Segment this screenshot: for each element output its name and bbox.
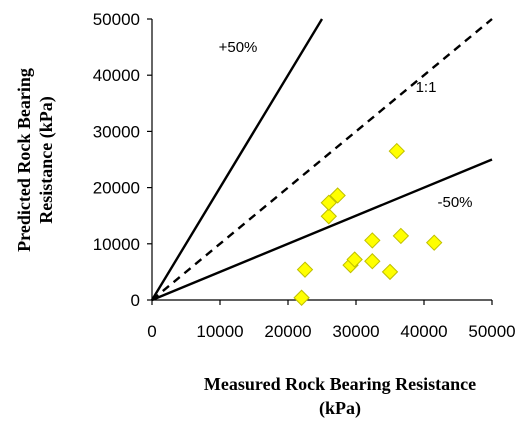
data-points bbox=[293, 142, 443, 306]
x-axis-title-line: (kPa) bbox=[319, 398, 361, 419]
reference-line-3 bbox=[151, 158, 493, 302]
data-point bbox=[364, 253, 381, 270]
y-tick-label: 0 bbox=[131, 291, 140, 310]
data-point bbox=[364, 232, 381, 249]
x-tick-label: 50000 bbox=[468, 322, 515, 341]
y-tick-label: 10000 bbox=[93, 235, 140, 254]
reference-lines bbox=[150, 18, 493, 302]
x-tick-label: 40000 bbox=[400, 322, 447, 341]
data-point bbox=[346, 251, 363, 268]
y-axis-title-line: Predicted Rock Bearing bbox=[14, 68, 34, 252]
data-point bbox=[296, 261, 314, 278]
y-tick-label: 50000 bbox=[93, 10, 140, 29]
data-point bbox=[392, 227, 410, 245]
x-axis-title: Measured Rock Bearing Resistance (kPa) bbox=[204, 374, 476, 419]
reference-line-label-2: 1:1 bbox=[416, 79, 437, 96]
reference-line-label-1: +50% bbox=[219, 39, 258, 56]
x-tick-label: 20000 bbox=[264, 322, 311, 341]
y-tick-label: 40000 bbox=[93, 66, 140, 85]
x-tick-label: 0 bbox=[147, 322, 156, 341]
data-point bbox=[320, 194, 338, 211]
data-point bbox=[388, 142, 406, 160]
x-axis-title-line: Measured Rock Bearing Resistance bbox=[204, 374, 476, 394]
x-tick-label: 10000 bbox=[196, 322, 243, 341]
reference-line-label-3: -50% bbox=[437, 194, 472, 211]
tick-labels: 0 10000 20000 30000 40000 50000 0 10000 20000 300… bbox=[93, 10, 516, 341]
data-point bbox=[293, 289, 310, 306]
data-point bbox=[320, 208, 338, 225]
axis-titles: Measured Rock Bearing Resistance (kPa) Pre… bbox=[14, 68, 476, 419]
data-point bbox=[381, 263, 399, 281]
y-tick-label: 30000 bbox=[93, 122, 140, 141]
reference-line-2 bbox=[151, 18, 493, 301]
y-tick-label: 20000 bbox=[93, 179, 140, 198]
y-axis-title: Predicted Rock Bearing Resistance (kPa) bbox=[14, 68, 57, 252]
data-point bbox=[329, 187, 346, 204]
y-axis-title-line: Resistance (kPa) bbox=[36, 96, 57, 223]
axes bbox=[147, 18, 493, 305]
data-point bbox=[425, 234, 443, 251]
line-annotations: +50% 1:1 -50% bbox=[219, 39, 473, 211]
reference-line-1 bbox=[150, 18, 324, 301]
x-tick-label: 30000 bbox=[332, 322, 379, 341]
